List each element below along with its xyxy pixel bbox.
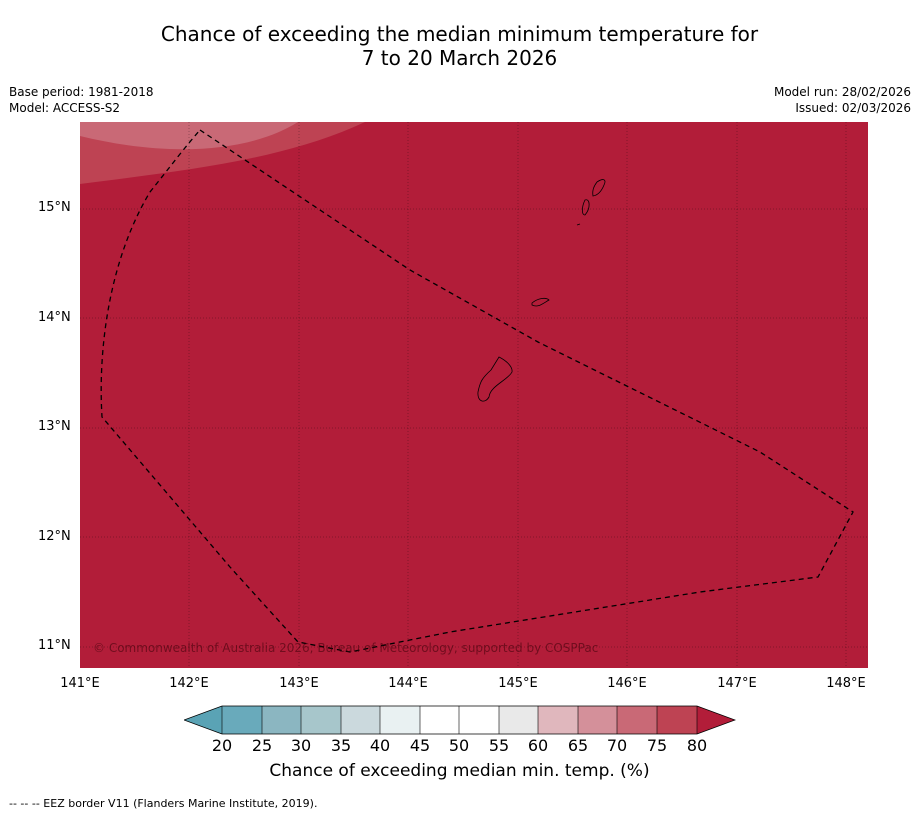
lat-label-13: 13°N: [38, 419, 71, 434]
eez-border: [100, 129, 854, 653]
lon-label-148: 148°E: [826, 676, 866, 691]
colorbar-tick-60: 60: [527, 736, 549, 755]
colorbar-bin-45-50: [420, 706, 459, 734]
colorbar-tick-70: 70: [606, 736, 628, 755]
colorbar-tick-55: 55: [488, 736, 510, 755]
issued-date: Issued: 02/03/2026: [795, 101, 911, 115]
lon-label-141: 141°E: [60, 676, 100, 691]
colorbar-bin-50-55: [459, 706, 499, 734]
map-svg: [80, 122, 868, 668]
colorbar-bin-20-25: [222, 706, 262, 734]
colorbar-bin-65-70: [578, 706, 617, 734]
lon-label-146: 146°E: [607, 676, 647, 691]
map-area: [80, 122, 868, 668]
colorbar-tick-75: 75: [646, 736, 668, 755]
colorbar-dividers: [221, 706, 698, 734]
graticule: [80, 122, 868, 668]
lat-label-12: 12°N: [38, 529, 71, 544]
colorbar-tick-65: 65: [567, 736, 589, 755]
map-title: Chance of exceeding the median minimum t…: [0, 22, 919, 70]
map-background: [80, 122, 868, 668]
island-tinian: [581, 199, 590, 216]
title-line-2: 7 to 20 March 2026: [361, 46, 558, 70]
lon-label-147: 147°E: [717, 676, 757, 691]
base-period: Base period: 1981-2018: [9, 85, 154, 99]
lon-label-144: 144°E: [388, 676, 428, 691]
model-name: Model: ACCESS-S2: [9, 101, 121, 115]
colorbar-bin-55-60: [499, 706, 538, 734]
lon-label-142: 142°E: [169, 676, 209, 691]
colorbar-tick-80: 80: [686, 736, 708, 755]
lon-label-145: 145°E: [498, 676, 538, 691]
colorbar-bin-25-30: [262, 706, 301, 734]
colorbar-bin-35-40: [341, 706, 380, 734]
colorbar-extend-low: [184, 706, 222, 734]
colorbar-tick-40: 40: [369, 736, 391, 755]
colorbar-tick-50: 50: [448, 736, 470, 755]
lon-label-143: 143°E: [279, 676, 319, 691]
island-aguijan: [576, 223, 581, 226]
colorbar-bin-30-35: [301, 706, 341, 734]
colorbar-label: Chance of exceeding median min. temp. (%…: [269, 761, 650, 781]
eez-legend-note: -- -- -- EEZ border V11 (Flanders Marine…: [9, 797, 318, 810]
island-rota: [531, 297, 550, 307]
meta-right: Model run: 28/02/2026 Issued: 02/03/2026: [774, 84, 911, 116]
colorbar-bin-40-45: [380, 706, 420, 734]
colorbar-bin-75-80: [657, 706, 697, 734]
colorbar-tick-25: 25: [251, 736, 273, 755]
lat-label-14: 14°N: [38, 310, 71, 325]
colorbar-tick-20: 20: [211, 736, 233, 755]
colorbar-bin-60-65: [538, 706, 578, 734]
island-guam: [477, 356, 513, 402]
colorbar-extend-high: [697, 706, 735, 734]
probability-band-65-70: [80, 122, 298, 150]
lat-label-15: 15°N: [38, 200, 71, 215]
title-line-1: Chance of exceeding the median minimum t…: [160, 22, 759, 46]
lat-label-11: 11°N: [38, 638, 71, 653]
model-run: Model run: 28/02/2026: [773, 85, 911, 99]
meta-left: Base period: 1981-2018 Model: ACCESS-S2: [9, 84, 154, 116]
colorbar-tick-35: 35: [330, 736, 352, 755]
colorbar-tick-45: 45: [409, 736, 431, 755]
colorbar-svg: [182, 705, 737, 735]
colorbar-tick-30: 30: [290, 736, 312, 755]
island-saipan: [592, 179, 606, 197]
copyright-notice: © Commonwealth of Australia 2026, Bureau…: [93, 641, 599, 655]
colorbar-bin-70-75: [617, 706, 657, 734]
colorbar: [182, 705, 737, 735]
